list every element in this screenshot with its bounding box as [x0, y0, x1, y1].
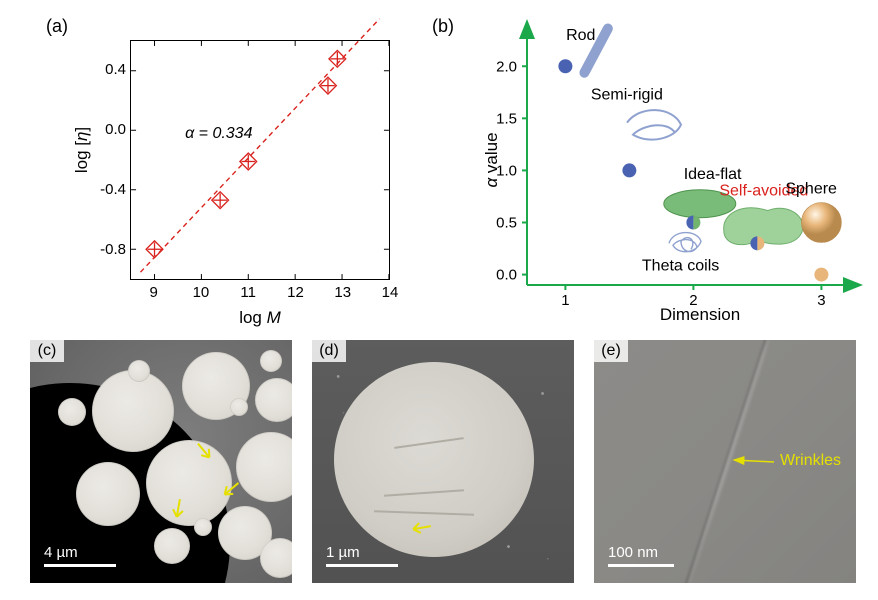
panel-d-streak3 — [394, 437, 464, 449]
panel-a-xtick: 9 — [149, 284, 157, 301]
panel-a-ylabel: log [η] — [72, 127, 92, 173]
panel-e-arrow — [734, 460, 774, 462]
droplet — [260, 538, 292, 578]
panel-d-streak1 — [384, 489, 464, 497]
arrow-icon — [161, 493, 196, 528]
panel-b-xlabel: Dimension — [660, 305, 740, 325]
panel-a-ytick: -0.8 — [94, 241, 126, 258]
panel-c-scalebar — [44, 564, 116, 567]
panel-c: 4 µm (c) — [30, 340, 292, 583]
droplet — [255, 378, 292, 422]
panel-b: (b) 1230.00.51.01.52.0 — [432, 10, 867, 325]
droplet — [260, 350, 282, 372]
svg-text:Sphere: Sphere — [785, 180, 837, 197]
svg-text:Idea-flat: Idea-flat — [684, 166, 742, 183]
panel-a-svg — [131, 41, 389, 279]
panel-c-scaletext: 4 µm — [44, 544, 78, 561]
panel-d: (d) 1 µm — [312, 340, 574, 583]
svg-text:1.5: 1.5 — [496, 110, 517, 127]
panel-e-scaletext: 100 nm — [608, 544, 658, 561]
droplet — [230, 398, 248, 416]
panel-a-ytick: 0.0 — [94, 121, 126, 138]
svg-text:3: 3 — [817, 292, 825, 309]
panel-a-label: (a) — [46, 16, 68, 37]
droplet — [194, 518, 212, 536]
panel-a-xtick: 11 — [240, 284, 256, 301]
svg-text:2.0: 2.0 — [496, 58, 517, 75]
panel-e-label: (e) — [594, 340, 628, 362]
panel-a: (a) — [30, 10, 410, 330]
droplet — [128, 360, 150, 382]
panel-a-xtick: 14 — [382, 284, 399, 301]
panel-a-ytick: -0.4 — [94, 181, 126, 198]
svg-text:Semi-rigid: Semi-rigid — [591, 87, 663, 104]
svg-text:Theta coils: Theta coils — [642, 257, 719, 274]
panel-a-ytick: 0.4 — [94, 61, 126, 78]
panel-b-ylabel: α value — [482, 132, 502, 187]
svg-text:0.0: 0.0 — [496, 267, 517, 284]
panel-a-xtick: 13 — [334, 284, 351, 301]
panel-e-scalebar — [608, 564, 674, 567]
arrow-icon — [403, 511, 438, 546]
panel-e: Wrinkles (e) 100 nm — [594, 340, 856, 583]
svg-text:0.5: 0.5 — [496, 215, 517, 232]
panel-c-label: (c) — [30, 340, 64, 362]
panel-a-xlabel: log M — [239, 308, 281, 328]
panel-a-xtick: 10 — [193, 284, 210, 301]
droplet — [58, 398, 86, 426]
droplet — [154, 528, 190, 564]
svg-text:1: 1 — [561, 292, 569, 309]
panel-a-alpha: α = 0.334 — [185, 125, 252, 143]
svg-text:Rod: Rod — [566, 27, 595, 44]
droplet — [76, 462, 140, 526]
panel-a-plot — [130, 40, 390, 280]
droplet — [92, 370, 174, 452]
panel-d-scalebar — [326, 564, 398, 567]
panel-d-label: (d) — [312, 340, 346, 362]
panel-a-xtick: 12 — [287, 284, 304, 301]
panel-d-scaletext: 1 µm — [326, 544, 360, 561]
panel-e-wrinkle-label: Wrinkles — [780, 452, 841, 470]
